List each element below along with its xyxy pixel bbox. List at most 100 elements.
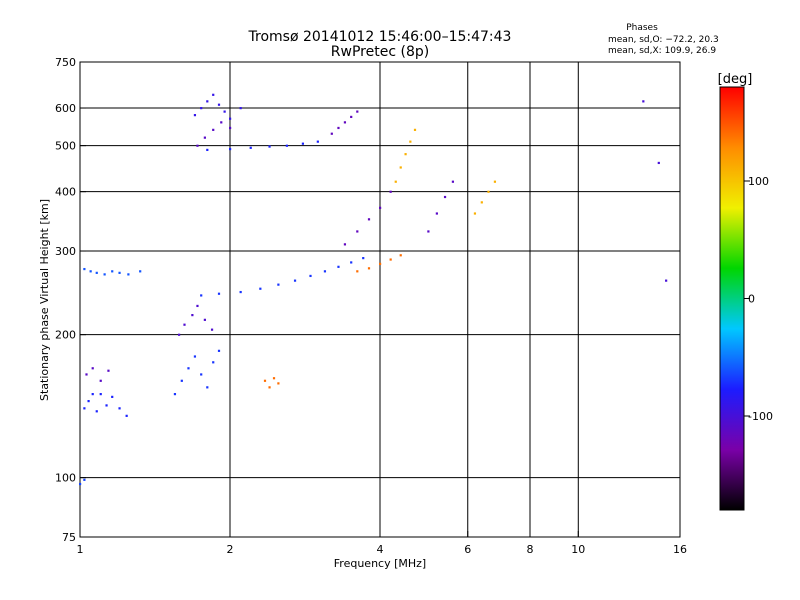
data-point — [111, 270, 114, 273]
data-point — [480, 201, 483, 204]
data-point — [229, 126, 232, 130]
data-point — [399, 166, 402, 169]
data-point — [91, 367, 94, 370]
data-point — [389, 190, 392, 193]
data-point — [473, 212, 477, 215]
data-point — [183, 323, 186, 326]
data-point — [87, 400, 90, 403]
data-point — [200, 373, 203, 376]
y-tick-label: 75 — [62, 531, 76, 544]
data-point — [125, 414, 128, 417]
data-point — [323, 270, 327, 273]
data-point — [259, 287, 262, 290]
data-point — [85, 373, 88, 376]
data-point — [367, 218, 371, 221]
data-point — [356, 270, 359, 273]
data-point — [83, 267, 86, 271]
x-tick-label: 16 — [673, 543, 687, 556]
data-point — [193, 355, 197, 358]
data-point — [139, 270, 142, 273]
data-point — [187, 367, 190, 370]
y-ticks: 75 100 200 300 400 500 600 750 — [55, 56, 86, 544]
data-point — [301, 142, 305, 145]
data-point — [212, 361, 215, 364]
data-point — [343, 243, 347, 246]
x-tick-label: 4 — [377, 543, 384, 556]
y-tick-label: 100 — [55, 472, 76, 485]
colorbar-tick-label: 0 — [748, 293, 755, 306]
data-point — [107, 369, 110, 372]
data-point — [83, 407, 86, 410]
data-point — [409, 140, 412, 143]
data-point — [443, 195, 447, 199]
x-tick-label: 2 — [227, 543, 234, 556]
data-point — [272, 377, 276, 380]
data-point — [379, 206, 382, 209]
data-point — [350, 115, 353, 119]
data-point — [210, 328, 214, 331]
y-axis-label: Stationary phase Virtual Height [km] — [38, 199, 51, 401]
x-tick-label: 1 — [77, 543, 84, 556]
y-tick-label: 600 — [55, 102, 76, 115]
data-point — [379, 262, 382, 265]
data-point — [367, 267, 371, 270]
data-point — [200, 294, 203, 297]
data-point — [229, 117, 232, 120]
data-point — [196, 144, 199, 147]
data-point — [203, 318, 206, 321]
data-point — [337, 126, 340, 130]
data-point — [173, 393, 177, 396]
data-point — [89, 270, 92, 273]
data-point — [220, 121, 223, 124]
x-tick-label: 8 — [527, 543, 534, 556]
data-point — [356, 110, 359, 113]
data-point — [268, 386, 271, 389]
data-point — [343, 121, 347, 124]
data-point — [193, 114, 197, 117]
data-point — [309, 274, 312, 278]
data-point — [177, 333, 181, 336]
data-point — [229, 147, 232, 151]
chart-title: Tromsø 20141012 15:46:00–15:47:43 — [248, 29, 512, 45]
data-point — [657, 161, 660, 165]
colorbar — [719, 86, 745, 511]
data-point — [263, 379, 267, 382]
data-points — [79, 93, 668, 486]
data-point — [362, 257, 365, 260]
data-point — [191, 314, 194, 317]
data-point — [316, 140, 319, 143]
y-tick-label: 500 — [55, 140, 76, 153]
data-point — [268, 145, 271, 148]
colorbar-tick-label: -100 — [748, 410, 773, 423]
data-point — [118, 407, 121, 410]
data-point — [451, 180, 455, 183]
data-point — [249, 146, 252, 149]
data-point — [91, 393, 94, 396]
x-tick-label: 6 — [464, 543, 471, 556]
y-tick-label: 400 — [55, 186, 76, 199]
data-point — [277, 382, 280, 385]
data-point — [337, 265, 340, 268]
x-ticks: 1 2 4 6 8 10 16 — [77, 531, 687, 556]
data-point — [285, 144, 288, 147]
data-point — [413, 128, 417, 131]
data-point — [394, 180, 397, 183]
data-point — [99, 393, 102, 396]
x-tick-label: 10 — [571, 543, 585, 556]
data-point — [487, 190, 490, 193]
x-axis-label: Frequency [MHz] — [334, 557, 426, 570]
data-point — [127, 273, 130, 276]
colorbar-tick-label: 100 — [748, 175, 769, 188]
data-point — [277, 283, 280, 286]
data-point — [350, 261, 353, 264]
data-point — [103, 273, 106, 276]
data-point — [200, 107, 203, 110]
data-point — [95, 410, 98, 413]
data-point — [404, 153, 407, 156]
colorbar-ticks: 100 0 -100 — [744, 175, 773, 423]
stats-x: mean, sd,X: 109.9, 26.9 — [608, 46, 716, 56]
data-point — [212, 128, 215, 131]
data-point — [212, 93, 215, 96]
data-point — [99, 379, 102, 382]
